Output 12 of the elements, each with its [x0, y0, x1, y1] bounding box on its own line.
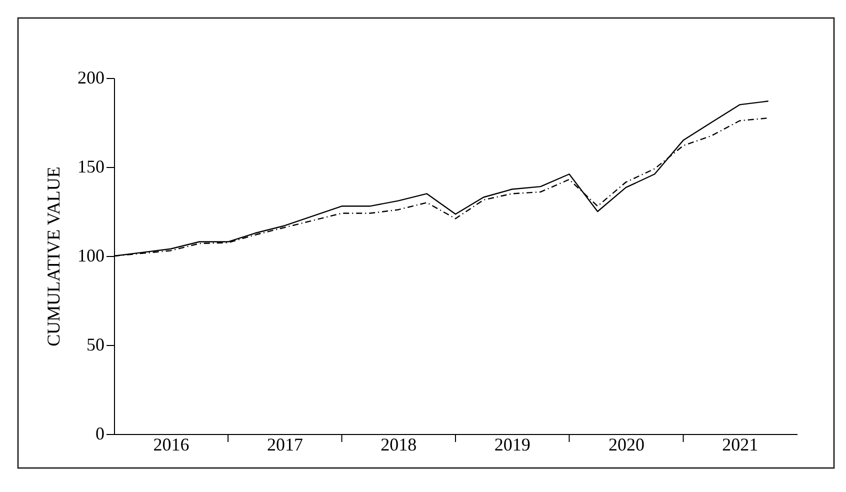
y-tick-label: 150: [78, 156, 104, 176]
x-tick-label: 2016: [153, 434, 190, 454]
x-tick-label: 2017: [266, 434, 303, 454]
y-tick-label: 100: [78, 246, 104, 266]
y-axis-title: CUMULATIVE VALUE: [44, 166, 64, 346]
x-tick-label: 2018: [380, 434, 417, 454]
y-tick-label: 0: [96, 424, 104, 444]
y-tick-label: 200: [78, 68, 104, 88]
y-tick-label: 50: [86, 334, 104, 354]
x-tick-label: 2021: [722, 434, 758, 454]
x-tick-label: 2020: [608, 434, 644, 454]
x-tick-label: 2019: [494, 434, 530, 454]
